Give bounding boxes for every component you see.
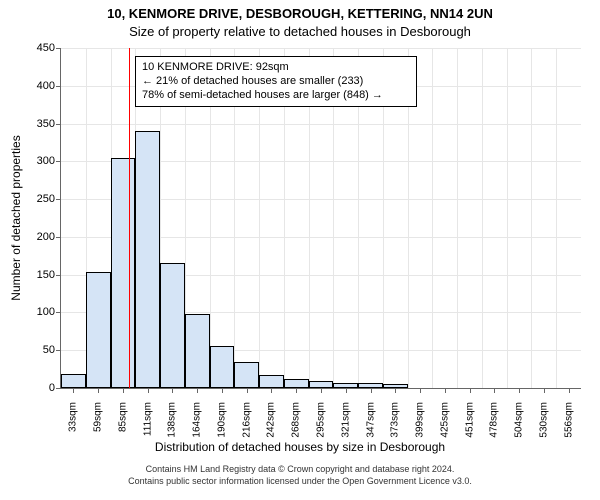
- annotation-box: 10 KENMORE DRIVE: 92sqm ← 21% of detache…: [135, 56, 417, 107]
- ytick-label: 300: [37, 155, 55, 167]
- xtick-mark: [123, 388, 124, 393]
- ytick-mark: [56, 237, 61, 238]
- plot-area: 05010015020025030035040045033sqm59sqm85s…: [60, 48, 581, 389]
- xtick-mark: [197, 388, 198, 393]
- xtick-mark: [395, 388, 396, 393]
- bar: [259, 375, 284, 388]
- xtick-mark: [172, 388, 173, 393]
- ytick-mark: [56, 388, 61, 389]
- xtick-label: 111sqm: [142, 402, 153, 436]
- xtick-mark: [321, 388, 322, 393]
- ytick-label: 100: [37, 306, 55, 318]
- xtick-label: 164sqm: [192, 402, 203, 438]
- ytick-label: 200: [37, 231, 55, 243]
- y-axis-label: Number of detached properties: [9, 135, 23, 300]
- bar: [61, 374, 86, 388]
- x-axis-label: Distribution of detached houses by size …: [0, 440, 600, 454]
- xtick-mark: [271, 388, 272, 393]
- xtick-label: 530sqm: [538, 402, 549, 438]
- xtick-mark: [346, 388, 347, 393]
- chart-title-line2: Size of property relative to detached ho…: [0, 24, 600, 39]
- xtick-mark: [222, 388, 223, 393]
- gridline-h: [61, 124, 581, 125]
- bar: [309, 381, 334, 388]
- xtick-mark: [371, 388, 372, 393]
- ytick-mark: [56, 161, 61, 162]
- xtick-mark: [73, 388, 74, 393]
- gridline-v: [556, 48, 557, 388]
- bar: [111, 158, 136, 388]
- xtick-label: 190sqm: [216, 402, 227, 438]
- xtick-mark: [569, 388, 570, 393]
- ytick-mark: [56, 124, 61, 125]
- gridline-v: [457, 48, 458, 388]
- annotation-line2: ← 21% of detached houses are smaller (23…: [142, 75, 410, 89]
- ytick-label: 450: [37, 42, 55, 54]
- xtick-mark: [420, 388, 421, 393]
- bar: [86, 272, 111, 388]
- ytick-label: 400: [37, 80, 55, 92]
- xtick-mark: [494, 388, 495, 393]
- xtick-label: 399sqm: [415, 402, 426, 438]
- xtick-label: 504sqm: [514, 402, 525, 438]
- xtick-mark: [544, 388, 545, 393]
- bar: [185, 314, 210, 388]
- marker-line: [129, 48, 130, 388]
- gridline-v: [482, 48, 483, 388]
- xtick-label: 59sqm: [93, 402, 104, 432]
- xtick-label: 85sqm: [117, 402, 128, 432]
- xtick-mark: [296, 388, 297, 393]
- gridline-h: [61, 48, 581, 49]
- xtick-label: 33sqm: [68, 402, 79, 432]
- xtick-label: 347sqm: [365, 402, 376, 438]
- xtick-mark: [148, 388, 149, 393]
- ytick-label: 250: [37, 193, 55, 205]
- gridline-v: [432, 48, 433, 388]
- xtick-label: 138sqm: [167, 402, 178, 438]
- ytick-label: 150: [37, 269, 55, 281]
- xtick-label: 478sqm: [489, 402, 500, 438]
- bar: [284, 379, 309, 388]
- gridline-v: [507, 48, 508, 388]
- bar: [135, 131, 160, 388]
- xtick-label: 451sqm: [464, 402, 475, 438]
- gridline-v: [531, 48, 532, 388]
- xtick-mark: [247, 388, 248, 393]
- footer-line2: Contains public sector information licen…: [0, 476, 600, 486]
- bar: [210, 346, 235, 388]
- bar: [234, 362, 259, 388]
- xtick-mark: [98, 388, 99, 393]
- xtick-label: 321sqm: [340, 402, 351, 438]
- xtick-label: 216sqm: [241, 402, 252, 438]
- ytick-label: 350: [37, 118, 55, 130]
- annotation-line3: 78% of semi-detached houses are larger (…: [142, 89, 410, 103]
- xtick-label: 268sqm: [291, 402, 302, 438]
- chart-title-line1: 10, KENMORE DRIVE, DESBOROUGH, KETTERING…: [0, 6, 600, 21]
- ytick-mark: [56, 275, 61, 276]
- ytick-mark: [56, 86, 61, 87]
- xtick-label: 295sqm: [316, 402, 327, 438]
- ytick-mark: [56, 312, 61, 313]
- ytick-mark: [56, 350, 61, 351]
- ytick-mark: [56, 48, 61, 49]
- xtick-label: 556sqm: [563, 402, 574, 438]
- xtick-mark: [470, 388, 471, 393]
- xtick-label: 242sqm: [266, 402, 277, 438]
- bar: [160, 263, 185, 388]
- ytick-label: 50: [43, 344, 55, 356]
- xtick-label: 373sqm: [390, 402, 401, 438]
- annotation-line1: 10 KENMORE DRIVE: 92sqm: [142, 61, 410, 75]
- xtick-label: 425sqm: [439, 402, 450, 438]
- ytick-label: 0: [49, 382, 55, 394]
- footer-line1: Contains HM Land Registry data © Crown c…: [0, 464, 600, 474]
- chart-container: { "chart": { "type": "histogram", "title…: [0, 0, 600, 500]
- xtick-mark: [519, 388, 520, 393]
- ytick-mark: [56, 199, 61, 200]
- xtick-mark: [445, 388, 446, 393]
